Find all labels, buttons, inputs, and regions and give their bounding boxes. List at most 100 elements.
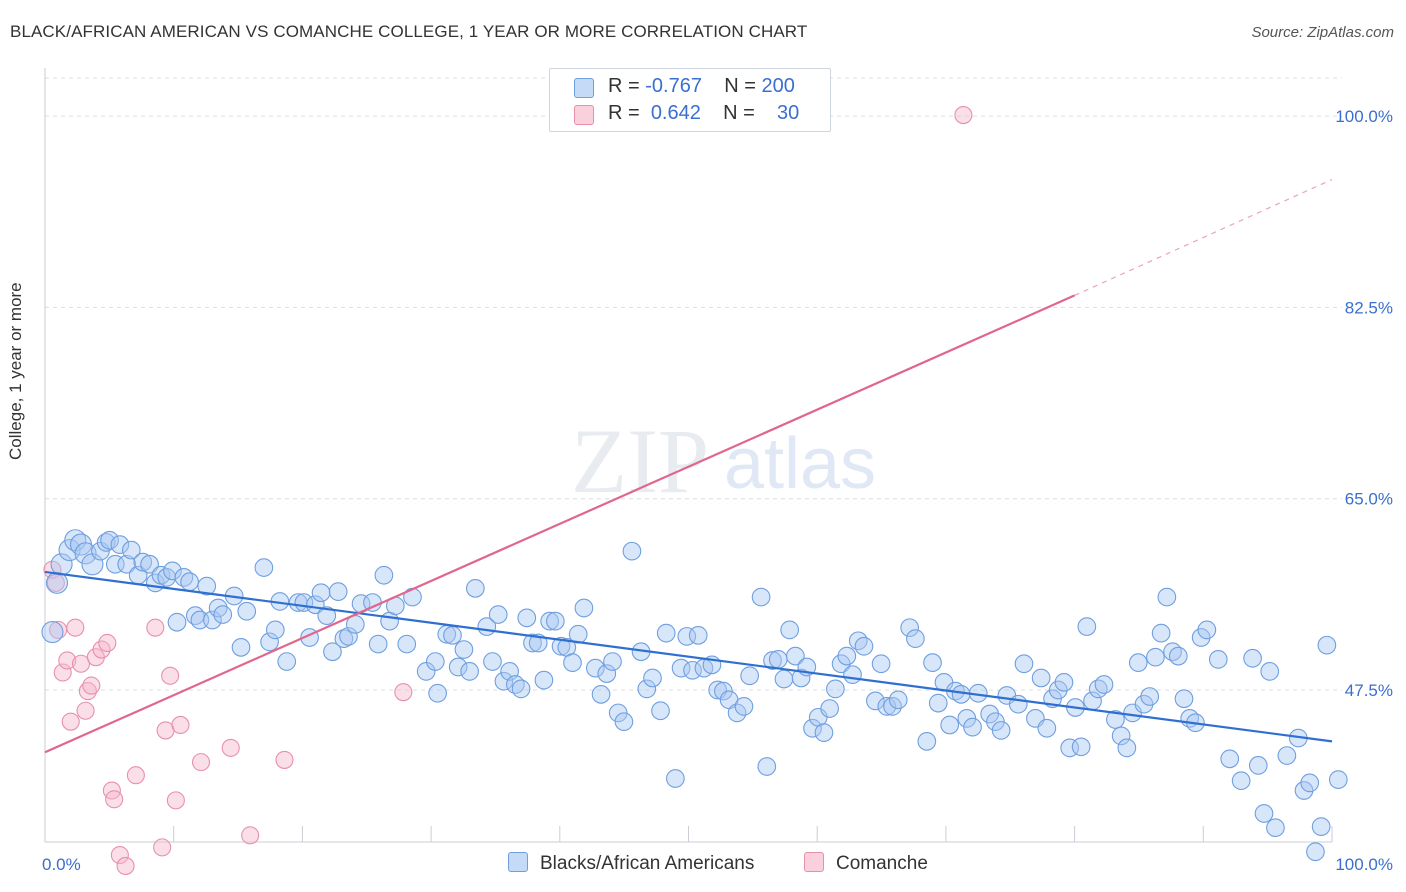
legend-n-label: N = xyxy=(723,102,755,124)
black-trend-line xyxy=(44,570,1333,743)
black-point xyxy=(671,658,691,678)
black-point xyxy=(1317,635,1337,655)
black-point xyxy=(443,625,462,645)
comanche-trend-extension xyxy=(1074,179,1333,296)
black-point xyxy=(167,612,187,632)
legend-swatch-blue xyxy=(574,78,594,98)
black-point xyxy=(1014,654,1034,674)
black-point xyxy=(656,623,676,643)
black-point xyxy=(751,587,771,607)
black-point xyxy=(923,653,942,673)
bottom-legend-blacks: Blacks/African Americans xyxy=(508,852,754,875)
black-point xyxy=(448,657,468,677)
black-point xyxy=(1151,623,1171,643)
black-point xyxy=(848,631,868,651)
legend-n-label: N = xyxy=(724,75,756,97)
black-point xyxy=(425,652,445,671)
black-point xyxy=(260,632,279,652)
y-tick-label: 82.5% xyxy=(1345,298,1393,317)
black-point xyxy=(643,668,662,688)
black-point xyxy=(917,732,937,751)
black-point xyxy=(231,638,251,657)
black-point xyxy=(614,712,634,732)
black-point xyxy=(100,530,119,550)
black-point xyxy=(1157,587,1177,607)
black-point xyxy=(866,691,885,711)
black-point xyxy=(545,611,565,631)
black-point xyxy=(1248,756,1268,775)
black-point xyxy=(96,533,116,552)
source-label: Source: ZipAtlas.com xyxy=(1251,24,1394,41)
black-point xyxy=(511,679,531,699)
comanche-point xyxy=(153,838,172,857)
black-point xyxy=(1277,746,1297,765)
bottom-legend-swatch-blue xyxy=(508,852,528,872)
black-points xyxy=(41,529,1348,862)
black-point xyxy=(460,662,479,681)
black-point xyxy=(534,670,554,690)
black-point xyxy=(311,583,331,603)
y-tick-label: 65.0% xyxy=(1345,490,1393,509)
tick-labels: 47.5% 65.0% 82.5% 100.0% 0.0% 100.0% xyxy=(42,107,1393,874)
black-point xyxy=(597,664,617,683)
black-point xyxy=(1146,647,1165,667)
black-point xyxy=(963,717,982,737)
comanche-point xyxy=(61,712,80,731)
black-point xyxy=(683,660,702,680)
trend-lines xyxy=(44,179,1333,754)
black-point xyxy=(317,606,337,626)
black-point xyxy=(791,668,811,688)
black-point xyxy=(688,625,708,645)
black-point xyxy=(1134,694,1154,714)
bottom-legend-comanche: Comanche xyxy=(804,852,928,875)
black-point xyxy=(888,690,908,710)
bottom-legend-label-blue: Blacks/African Americans xyxy=(540,853,755,874)
watermark: ZIP atlas xyxy=(571,410,876,512)
black-point xyxy=(1140,687,1160,706)
watermark-zip: ZIP xyxy=(571,410,709,512)
black-point xyxy=(1328,770,1348,789)
black-point xyxy=(1306,842,1325,862)
black-point xyxy=(877,697,897,716)
y-tick-label: 100.0% xyxy=(1335,107,1393,126)
comanche-point xyxy=(394,683,413,702)
black-point xyxy=(780,620,800,640)
comanche-point xyxy=(954,106,973,125)
black-point xyxy=(1037,718,1057,738)
legend-text-pink: R = 0.642 N = 30 xyxy=(608,102,799,125)
black-point xyxy=(1117,738,1137,758)
black-point xyxy=(1128,653,1148,673)
black-point xyxy=(140,554,159,574)
black-point xyxy=(763,651,782,670)
black-point xyxy=(622,541,642,561)
black-point xyxy=(454,640,474,659)
comanche-point xyxy=(71,654,91,673)
comanche-point xyxy=(82,676,101,695)
black-point xyxy=(1191,628,1211,647)
black-point xyxy=(41,621,64,644)
black-point xyxy=(237,601,257,621)
comanche-point xyxy=(66,618,85,637)
black-point xyxy=(1048,680,1068,700)
black-point xyxy=(397,634,417,654)
black-point xyxy=(1077,617,1097,636)
black-point xyxy=(906,629,925,648)
black-point xyxy=(1243,648,1262,668)
black-point xyxy=(1208,650,1228,669)
black-point xyxy=(854,636,874,656)
black-point xyxy=(603,652,622,671)
comanche-point xyxy=(76,701,95,720)
black-point xyxy=(1231,771,1251,791)
black-point xyxy=(1054,672,1074,692)
comanche-point xyxy=(275,750,294,769)
black-point xyxy=(213,605,233,624)
black-point xyxy=(727,703,747,723)
black-point xyxy=(1294,781,1314,800)
comanche-point xyxy=(171,715,190,735)
black-point xyxy=(563,653,582,673)
black-point xyxy=(277,652,297,671)
comanche-point xyxy=(126,766,145,785)
black-point xyxy=(110,535,130,554)
black-point xyxy=(133,552,153,572)
black-point xyxy=(757,757,777,776)
